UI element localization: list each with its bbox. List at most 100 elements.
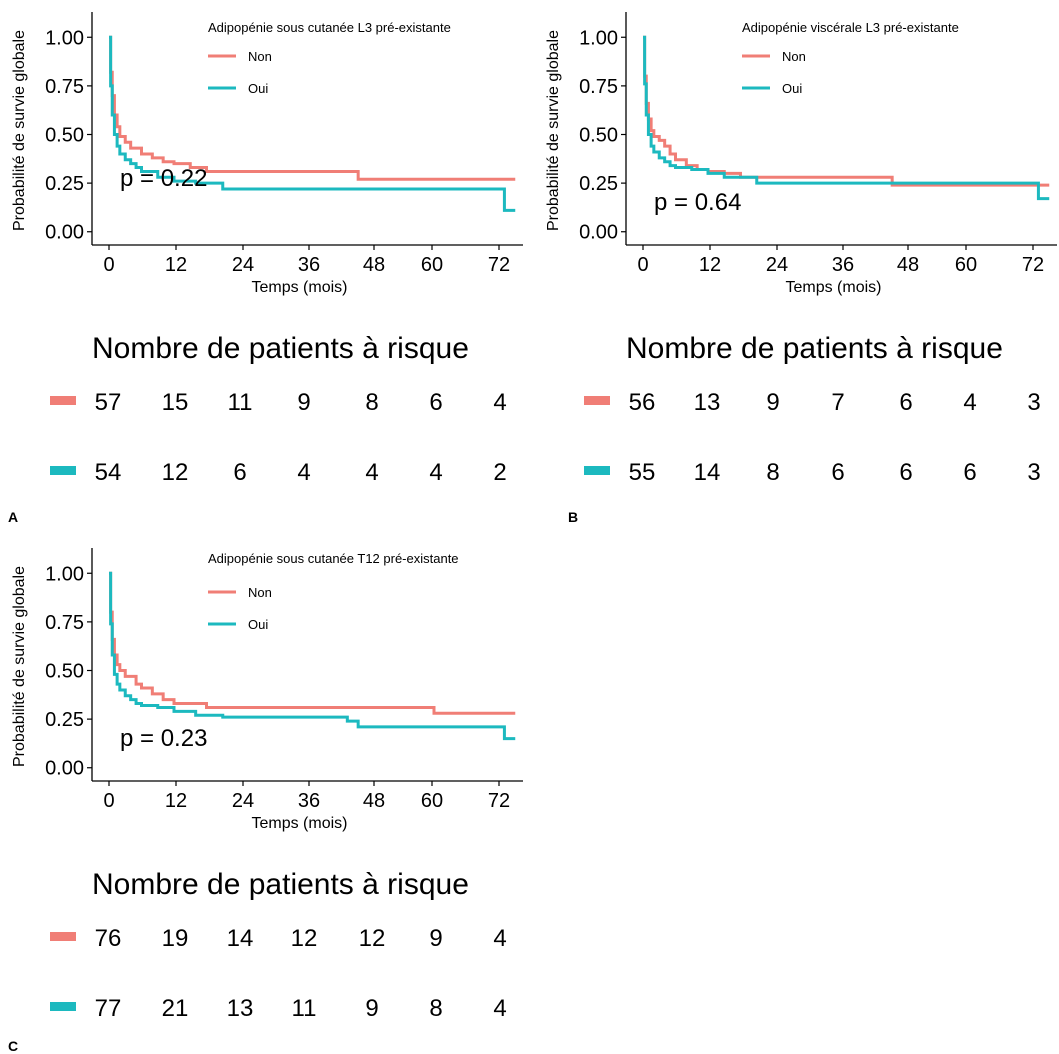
x-axis-title: Temps (mois): [785, 279, 881, 296]
risk-value: 4: [963, 389, 976, 416]
risk-value: 12: [162, 459, 189, 486]
x-tick-label: 12: [165, 790, 187, 812]
risk-value: 55: [629, 459, 656, 486]
y-tick-label: 0.50: [579, 125, 618, 147]
risk-table-title: Nombre de patients à risque: [626, 332, 1003, 365]
legend-label-non: Non: [782, 49, 806, 64]
risk-value: 4: [297, 459, 310, 486]
survival-curve-oui: [109, 35, 516, 212]
x-tick-label: 72: [1022, 254, 1044, 276]
risk-value: 11: [292, 995, 317, 1022]
risk-value: 4: [493, 925, 506, 952]
risk-row-swatch-oui: [50, 466, 76, 475]
p-value-label: p = 0.23: [120, 725, 207, 752]
risk-value: 6: [429, 389, 442, 416]
x-tick-label: 36: [832, 254, 854, 276]
legend-title: Adipopénie sous cutanée T12 pré-existant…: [208, 551, 459, 566]
risk-value: 12: [359, 925, 386, 952]
risk-row-swatch-non: [50, 396, 76, 405]
y-tick-label: 1.00: [45, 27, 84, 49]
risk-value: 6: [233, 459, 246, 486]
survival-curve-oui: [643, 35, 1050, 201]
y-tick-label: 0.25: [579, 173, 618, 195]
x-tick-label: 48: [363, 790, 385, 812]
risk-value: 14: [227, 925, 254, 952]
y-tick-label: 0.25: [45, 709, 84, 731]
risk-value: 4: [493, 995, 506, 1022]
risk-value: 12: [291, 925, 318, 952]
x-tick-label: 0: [103, 254, 114, 276]
risk-value: 77: [95, 995, 122, 1022]
risk-value: 13: [694, 389, 721, 416]
risk-value: 15: [162, 389, 189, 416]
y-tick-label: 0.25: [45, 173, 84, 195]
risk-row-swatch-oui: [50, 1002, 76, 1011]
x-tick-label: 36: [298, 254, 320, 276]
risk-value: 7: [831, 389, 844, 416]
panel-label: C: [8, 1038, 18, 1054]
legend-label-oui: Oui: [248, 81, 268, 96]
x-tick-label: 24: [232, 254, 254, 276]
x-axis-title: Temps (mois): [251, 815, 347, 832]
risk-value: 76: [95, 925, 122, 952]
risk-value: 8: [766, 459, 779, 486]
risk-value: 4: [493, 389, 506, 416]
risk-value: 13: [227, 995, 254, 1022]
y-tick-label: 0.50: [45, 661, 84, 683]
risk-row-swatch-oui: [584, 466, 610, 475]
p-value-label: p = 0.64: [654, 189, 741, 216]
x-tick-label: 0: [637, 254, 648, 276]
x-tick-label: 60: [421, 790, 443, 812]
legend-label-oui: Oui: [782, 81, 802, 96]
risk-value: 11: [228, 389, 253, 416]
risk-value: 4: [365, 459, 378, 486]
legend-label-non: Non: [248, 585, 272, 600]
x-tick-label: 12: [165, 254, 187, 276]
y-tick-label: 0.00: [45, 758, 84, 780]
x-tick-label: 72: [488, 254, 510, 276]
risk-value: 9: [766, 389, 779, 416]
risk-table-title: Nombre de patients à risque: [92, 332, 469, 365]
x-tick-label: 60: [421, 254, 443, 276]
risk-value: 8: [365, 389, 378, 416]
y-axis-title: Probabilité de survie globale: [545, 30, 562, 231]
x-tick-label: 0: [103, 790, 114, 812]
risk-value: 9: [429, 925, 442, 952]
legend-title: Adipopénie sous cutanée L3 pré-existante: [208, 20, 451, 35]
risk-value: 9: [365, 995, 378, 1022]
x-tick-label: 48: [897, 254, 919, 276]
x-tick-label: 12: [699, 254, 721, 276]
y-axis-title: Probabilité de survie globale: [11, 566, 28, 767]
risk-value: 21: [162, 995, 189, 1022]
risk-table-title: Nombre de patients à risque: [92, 868, 469, 901]
risk-value: 14: [694, 459, 721, 486]
risk-value: 4: [429, 459, 442, 486]
legend-label-non: Non: [248, 49, 272, 64]
risk-value: 6: [899, 389, 912, 416]
x-tick-label: 24: [766, 254, 788, 276]
risk-row-swatch-non: [584, 396, 610, 405]
risk-value: 3: [1027, 389, 1040, 416]
risk-value: 2: [493, 459, 506, 486]
survival-curve-non: [109, 35, 516, 181]
y-tick-label: 0.75: [45, 76, 84, 98]
risk-value: 54: [95, 459, 122, 486]
y-axis-title: Probabilité de survie globale: [11, 30, 28, 231]
panel-label: A: [8, 509, 18, 525]
survival-curve-oui: [109, 571, 516, 741]
x-tick-label: 60: [955, 254, 977, 276]
risk-value: 6: [831, 459, 844, 486]
risk-value: 56: [629, 389, 656, 416]
survival-curve-non: [109, 571, 516, 715]
risk-value: 6: [899, 459, 912, 486]
risk-row-swatch-non: [50, 932, 76, 941]
x-tick-label: 48: [363, 254, 385, 276]
x-tick-label: 72: [488, 790, 510, 812]
risk-value: 9: [297, 389, 310, 416]
legend-label-oui: Oui: [248, 617, 268, 632]
y-tick-label: 1.00: [579, 27, 618, 49]
